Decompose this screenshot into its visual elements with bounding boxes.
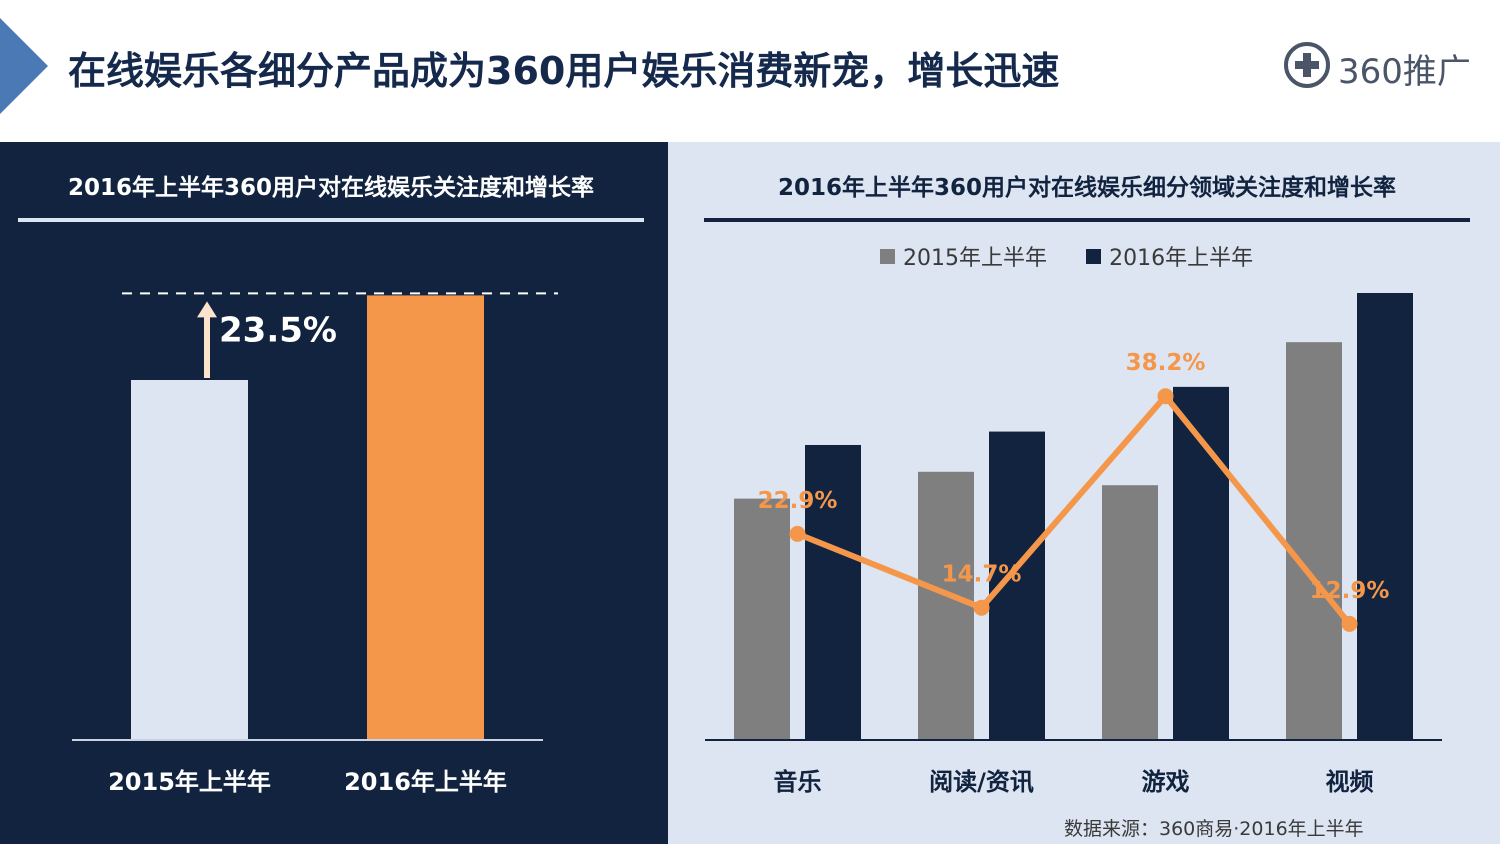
legend-swatch-2015 bbox=[880, 249, 895, 264]
growth-rate-point bbox=[973, 599, 990, 616]
data-source-note: 数据来源：360商易·2016年上半年 bbox=[1064, 818, 1364, 840]
bar-2015-3 bbox=[1286, 342, 1342, 740]
bar-2015-1 bbox=[918, 471, 974, 740]
bar-2016-0 bbox=[805, 444, 861, 740]
x-tick-label: 视频 bbox=[1326, 768, 1374, 796]
page-title: 在线娱乐各细分产品成为360用户娱乐消费新宠，增长迅速 bbox=[68, 49, 1060, 93]
bar-2016-2 bbox=[1173, 386, 1229, 740]
legend-item-2015: 2015年上半年 bbox=[880, 240, 1047, 272]
left-panel bbox=[0, 142, 668, 844]
legend-label-2015: 2015年上半年 bbox=[903, 246, 1047, 271]
right-chart-title: 2016年上半年360用户对在线娱乐细分领域关注度和增长率 bbox=[777, 175, 1397, 201]
data-label: 14.7% bbox=[942, 562, 1022, 588]
bar-2015-0 bbox=[734, 498, 790, 740]
brand-logo: 360推广 bbox=[1282, 40, 1482, 92]
chevron-right-icon bbox=[0, 18, 48, 114]
growth-rate-point bbox=[1157, 388, 1174, 405]
bar-2015-2 bbox=[1102, 485, 1158, 740]
growth-rate-label: 23.5% bbox=[219, 311, 337, 351]
bar-2016-3 bbox=[1357, 293, 1413, 740]
right-title-rule bbox=[704, 218, 1470, 222]
bar-2016h1 bbox=[367, 295, 484, 740]
data-label: 12.9% bbox=[1310, 578, 1390, 604]
arrow-up-icon bbox=[197, 301, 217, 318]
bar-2015h1 bbox=[131, 380, 248, 740]
data-label: 38.2% bbox=[1126, 350, 1206, 376]
x-tick-label: 音乐 bbox=[774, 768, 822, 796]
growth-rate-line bbox=[796, 393, 1352, 626]
x-tick-label: 阅读/资讯 bbox=[929, 768, 1034, 796]
x-tick-label: 2016年上半年 bbox=[344, 768, 507, 796]
growth-rate-point bbox=[789, 525, 806, 542]
legend-swatch-2016 bbox=[1086, 249, 1102, 264]
legend-label-2016: 2016年上半年 bbox=[1109, 246, 1254, 271]
growth-rate-point bbox=[1341, 615, 1358, 632]
logo-text: 360推广 bbox=[1338, 52, 1471, 92]
chart-legend: 2015年上半年 2016年上半年 bbox=[880, 240, 1287, 272]
left-title-rule bbox=[18, 218, 644, 222]
x-tick-label: 2015年上半年 bbox=[108, 768, 271, 796]
data-label: 22.9% bbox=[758, 488, 838, 514]
x-tick-label: 游戏 bbox=[1142, 768, 1190, 796]
plus-circle-icon bbox=[1284, 42, 1330, 88]
legend-item-2016: 2016年上半年 bbox=[1086, 240, 1253, 272]
left-chart-title: 2016年上半年360用户对在线娱乐关注度和增长率 bbox=[67, 175, 595, 201]
header-bar bbox=[0, 0, 1500, 142]
